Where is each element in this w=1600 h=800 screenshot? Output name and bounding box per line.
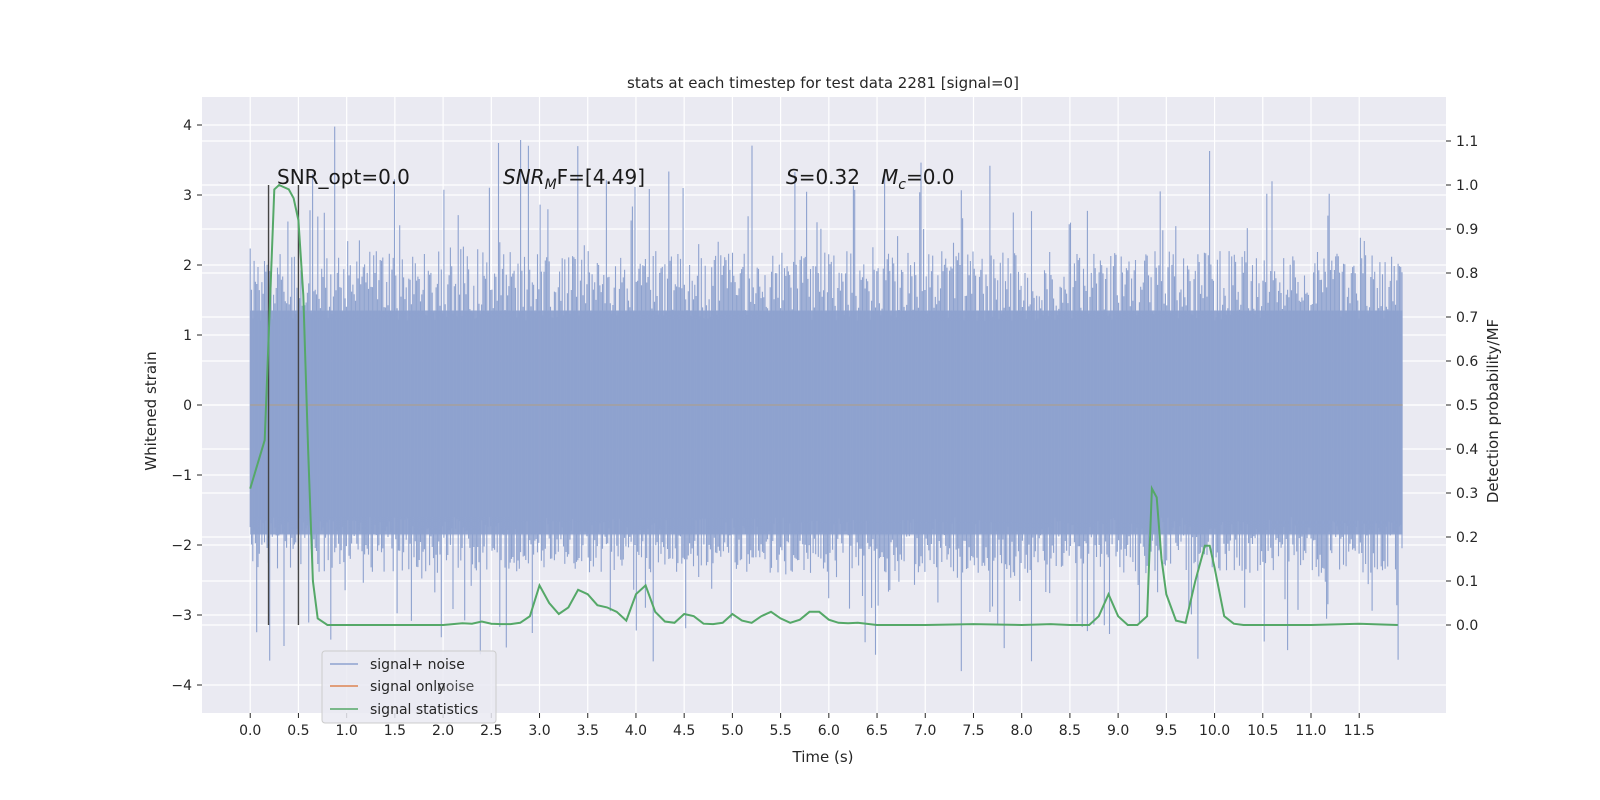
x-tick-label: 5.5 — [769, 723, 791, 739]
y2-tick-label: 0.0 — [1456, 618, 1478, 634]
x-tick-label: 10.5 — [1247, 723, 1278, 739]
x-tick-label: 6.5 — [866, 723, 888, 739]
legend-box — [321, 650, 497, 724]
y-tick-label: −1 — [171, 468, 192, 484]
x-tick-label: 11.0 — [1295, 723, 1326, 739]
x-tick-label: 4.5 — [673, 723, 695, 739]
y-axis-ticks: 4 3 2 1 0 −1 −2 −3 −4 — [171, 118, 202, 694]
y2-axis-ticks: 1.1 1.0 0.9 0.8 0.7 0.6 0.5 0.4 0.3 0.2 0.1 0.0 — [1446, 134, 1478, 634]
y2-tick-label: 0.1 — [1456, 574, 1478, 590]
x-tick-label: 9.5 — [1155, 723, 1177, 739]
series-signal-noise — [249, 126, 1403, 672]
annotation-snr-mf-base: SNR — [503, 165, 545, 189]
annotation-snr-mf-rest: F=[4.49] — [557, 165, 645, 189]
y2-tick-label: 1.1 — [1456, 134, 1478, 150]
annotation-mc: Mc=0.0 — [881, 165, 955, 193]
y-tick-label: −4 — [171, 678, 192, 694]
annotation-s: S=0.32 — [786, 165, 860, 189]
legend-label-signal-noise: signal+ noise — [370, 657, 465, 673]
x-tick-label: 2.5 — [480, 723, 502, 739]
y2-tick-label: 0.2 — [1456, 530, 1478, 546]
y-tick-label: 0 — [183, 398, 192, 414]
y-tick-label: 1 — [183, 328, 192, 344]
signal-statistics-line — [249, 183, 1398, 627]
y-axis-label: Whitened strain — [142, 351, 160, 470]
x-tick-label: 7.5 — [962, 723, 984, 739]
x-tick-label: 2.0 — [432, 723, 454, 739]
annotation-mc-sub: c — [898, 177, 906, 193]
annotation-s-base: S — [786, 165, 799, 189]
y2-tick-label: 0.6 — [1456, 354, 1478, 370]
x-tick-label: 8.5 — [1059, 723, 1081, 739]
y2-tick-label: 0.8 — [1456, 266, 1478, 282]
annotation-snr-mf-sub: M — [545, 177, 557, 193]
y-tick-label: −2 — [171, 538, 192, 554]
y2-tick-label: 0.9 — [1456, 222, 1478, 238]
y2-tick-label: 0.5 — [1456, 398, 1478, 414]
x-tick-label: 3.0 — [528, 723, 550, 739]
x-axis-ticks: 0.0 0.5 1.0 1.5 2.0 2.5 3.0 3.5 4.0 4.5 5.0 5.5 6.0 6… — [239, 713, 1375, 739]
y-tick-label: 4 — [183, 118, 192, 134]
y2-tick-label: 0.3 — [1456, 486, 1478, 502]
x-tick-label: 7.0 — [914, 723, 936, 739]
y-tick-label: −3 — [171, 608, 192, 624]
legend: signal+ noise noise signal only signal s… — [321, 650, 497, 724]
legend-label-signal-statistics: signal statistics — [370, 702, 478, 718]
annotation-snr-opt: SNR_opt=0.0 — [277, 165, 410, 189]
x-tick-label: 4.0 — [625, 723, 647, 739]
noise-trace — [249, 126, 1403, 672]
y-tick-label: 2 — [183, 258, 192, 274]
annotation-mc-rest: =0.0 — [906, 165, 955, 189]
annotations: SNR_opt=0.0 SNRMF=[4.49] S=0.32 Mc=0.0 — [277, 165, 955, 193]
legend-label-signal-only: signal only — [370, 679, 445, 695]
x-tick-label: 6.0 — [818, 723, 840, 739]
y2-tick-label: 1.0 — [1456, 178, 1478, 194]
x-tick-label: 3.5 — [577, 723, 599, 739]
x-tick-label: 11.5 — [1344, 723, 1375, 739]
y2-tick-label: 0.7 — [1456, 310, 1478, 326]
x-axis-label: Time (s) — [792, 748, 854, 766]
x-tick-label: 0.0 — [239, 723, 261, 739]
marker-lines — [267, 185, 300, 625]
x-tick-label: 0.5 — [287, 723, 309, 739]
y2-tick-label: 0.4 — [1456, 442, 1478, 458]
x-tick-label: 5.0 — [721, 723, 743, 739]
chart-title: stats at each timestep for test data 228… — [627, 74, 1019, 92]
x-tick-label: 10.0 — [1199, 723, 1230, 739]
series-signal-statistics — [249, 183, 1398, 627]
y2-axis-label: Detection probability/MF — [1484, 319, 1502, 503]
annotation-mc-base: M — [881, 165, 898, 189]
annotation-s-rest: =0.32 — [799, 165, 860, 189]
legend-faded-text: noise — [437, 679, 474, 695]
x-tick-label: 8.0 — [1011, 723, 1033, 739]
annotation-snr-mf: SNRMF=[4.49] — [503, 165, 645, 193]
x-tick-label: 1.5 — [384, 723, 406, 739]
y-tick-label: 3 — [183, 188, 192, 204]
x-tick-label: 9.0 — [1107, 723, 1129, 739]
x-tick-label: 1.0 — [336, 723, 358, 739]
